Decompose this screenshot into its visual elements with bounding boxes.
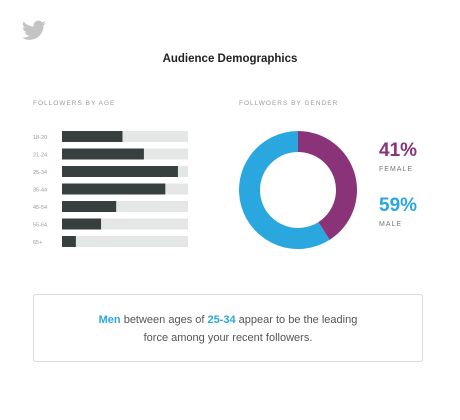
- female-stat: 41% FEMALE: [379, 141, 417, 173]
- male-percent: 59%: [379, 195, 418, 216]
- age-tick-label: 45-54: [33, 205, 47, 211]
- age-bar: [62, 131, 123, 142]
- age-chart-title: FOLLOWERS BY AGE: [33, 100, 116, 107]
- age-bar: [62, 166, 178, 177]
- page-title: Audience Demographics: [162, 53, 298, 65]
- age-bar: [62, 148, 144, 160]
- insight-text-3: force among your recent followers.: [143, 332, 313, 344]
- age-bar: [62, 201, 117, 212]
- age-tick-label: 21-24: [33, 153, 47, 159]
- age-tick-label: 55-64: [33, 223, 47, 229]
- insight-text-1: between ages of: [120, 314, 208, 326]
- age-bar-chart: 18-20 21-24 25-34 35-44 45-54 55-64 65+: [33, 131, 188, 247]
- donut-slice-female: [298, 131, 357, 240]
- age-bar: [62, 236, 76, 247]
- age-tick-label: 35-44: [33, 188, 47, 194]
- gender-chart-title: FOLLWOERS BY GENDER: [239, 100, 339, 107]
- female-percent: 41%: [379, 140, 418, 161]
- age-bar: [62, 218, 102, 230]
- age-bar-track: [62, 201, 188, 212]
- age-tick-label: 25-34: [33, 170, 47, 176]
- age-tick-label: 65+: [33, 240, 42, 246]
- age-bar-track: [62, 131, 188, 142]
- age-bar: [62, 183, 166, 195]
- age-tick-label: 18-20: [33, 135, 47, 141]
- insight-text-2: appear to be the leading: [235, 314, 358, 326]
- female-label: FEMALE: [379, 166, 414, 173]
- male-stat: 59% MALE: [379, 196, 417, 228]
- male-label: MALE: [379, 221, 403, 228]
- insight-box: Men between ages of 25-34 appear to be t…: [33, 294, 423, 362]
- age-bar-track: [62, 218, 188, 230]
- donut-slice-male: [239, 131, 330, 249]
- twitter-bird-icon: [22, 20, 46, 40]
- insight-age-range: 25-34: [207, 314, 236, 326]
- age-bar-track: [62, 236, 188, 247]
- gender-donut-chart: [239, 131, 357, 249]
- insight-gender: Men: [98, 314, 121, 326]
